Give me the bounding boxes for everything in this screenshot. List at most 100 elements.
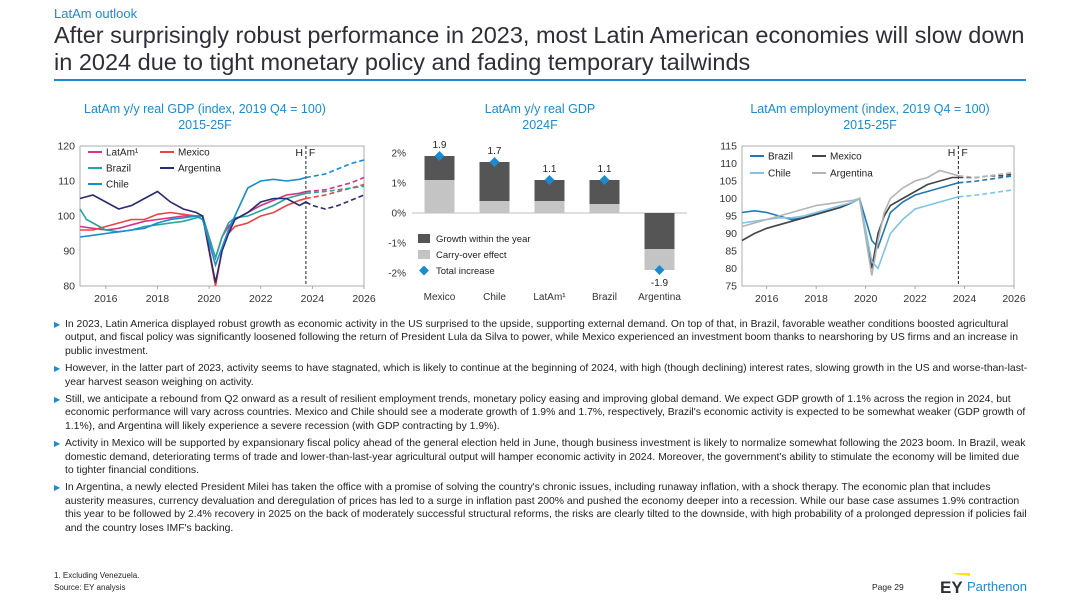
legend-label: Chile — [768, 169, 791, 180]
carry-over-bar — [534, 201, 565, 213]
y-tick-label: 1% — [392, 179, 407, 190]
ey-beam-icon — [952, 570, 970, 576]
carry-over-bar — [424, 180, 455, 213]
legend-label: Chile — [106, 180, 129, 191]
legend-swatch — [419, 265, 429, 276]
plot-frame — [741, 145, 1015, 287]
category-label: Mexico — [424, 292, 456, 303]
y-tick-label: -2% — [388, 269, 406, 280]
legend-label: Total increase — [436, 266, 495, 277]
x-tick-label: 2016 — [755, 293, 779, 305]
gdp-2024-bar-chart: -2% -1% 0% 1% 2% 1.9 Mexico 1.7 Chile 1.1 LatAm¹ 1.… — [388, 140, 687, 303]
chart1-title: LatAm y/y real GDP (index, 2019 Q4 = 100… — [84, 102, 326, 116]
legend-label: Argentina — [178, 164, 221, 175]
bullet-text: Activity in Mexico will be supported by … — [65, 438, 1026, 477]
series-line — [79, 176, 307, 268]
x-tick-label: 2020 — [197, 293, 221, 305]
y-tick-label: 115 — [720, 141, 737, 153]
total-increase-marker — [599, 175, 610, 185]
series-forecast-line — [305, 159, 365, 179]
bullet-item: ▶ Activity in Mexico will be supported by… — [54, 437, 1029, 477]
y-tick-label: 95 — [725, 211, 737, 223]
series-line — [741, 169, 959, 276]
x-tick-label: 2024 — [301, 293, 325, 305]
category-label: LatAm¹ — [533, 292, 566, 303]
bullet-item: ▶ Still, we anticipate a rebound from Q2 … — [54, 393, 1029, 433]
bullet-arrow-icon: ▶ — [54, 320, 61, 329]
series-line — [741, 182, 959, 250]
y-tick-label: 100 — [57, 211, 75, 223]
y-tick-label: 2% — [392, 149, 407, 160]
bullet-text: In Argentina, a newly elected President … — [65, 482, 1027, 534]
x-tick-label: 2018 — [146, 293, 170, 305]
data-label: 1.1 — [598, 164, 612, 175]
source-note: Source: EY analysis — [54, 583, 126, 592]
growth-bar — [534, 180, 565, 201]
chart1-subtitle: 2015-25F — [178, 118, 232, 132]
growth-bar — [644, 213, 675, 249]
bullet-arrow-icon: ▶ — [54, 364, 61, 374]
logo-brand: Parthenon — [967, 579, 1027, 594]
legend-label: Growth within the year — [436, 234, 531, 245]
series-forecast-line — [305, 194, 365, 210]
series-forecast-line — [958, 189, 1015, 198]
x-tick-label: 2024 — [953, 293, 977, 305]
bullet-text: However, in the latter part of 2023, act… — [65, 363, 1028, 388]
chart2-subtitle: 2024F — [522, 118, 558, 132]
bullet-item: ▶ In Argentina, a newly elected President… — [54, 481, 1029, 535]
data-label: -1.9 — [651, 278, 669, 289]
x-tick-label: 2016 — [94, 293, 118, 305]
y-tick-label: 110 — [58, 176, 75, 188]
forecast-marker-label: F — [961, 147, 967, 159]
y-tick-label: 110 — [720, 158, 737, 170]
logo-ey: EY — [940, 578, 963, 595]
legend-swatch — [418, 234, 430, 243]
bullet-item: ▶ However, in the latter part of 2023, ac… — [54, 362, 1029, 389]
legend-swatch — [418, 250, 430, 259]
footnote: 1. Excluding Venezuela. — [54, 571, 140, 580]
x-tick-label: 2020 — [854, 293, 878, 305]
legend-label: Carry-over effect — [436, 250, 507, 261]
total-increase-marker — [654, 265, 665, 275]
y-tick-label: 0% — [392, 209, 407, 220]
legend-label: Mexico — [830, 152, 862, 163]
bullet-arrow-icon: ▶ — [54, 439, 61, 449]
forecast-marker-label: F — [309, 147, 315, 159]
x-tick-label: 2026 — [352, 293, 376, 305]
bullet-arrow-icon: ▶ — [54, 483, 61, 493]
history-marker-label: H — [295, 147, 303, 159]
page-number: Page 29 — [872, 582, 904, 592]
y-tick-label: 90 — [63, 246, 75, 258]
legend-label: Brazil — [106, 164, 131, 175]
series-forecast-line — [305, 185, 365, 195]
series-forecast-line — [958, 171, 1015, 179]
legend-label: Brazil — [768, 152, 793, 163]
plot-frame — [79, 145, 365, 287]
data-label: 1.9 — [433, 140, 447, 151]
ey-parthenon-logo: EY Parthenon — [940, 570, 1030, 600]
carry-over-bar — [589, 204, 620, 213]
section-label: LatAm outlook — [54, 6, 138, 21]
gdp-index-chart: 80 90 100 110 120 2016 2018 2020 2022 2024 2026 H F L… — [57, 141, 376, 306]
x-tick-label: 2018 — [805, 293, 829, 305]
commentary-bullets: ▶ In 2023, Latin America displayed robust… — [54, 318, 1029, 539]
legend-label: Argentina — [830, 169, 873, 180]
carry-over-bar — [479, 201, 510, 213]
data-label: 1.1 — [543, 164, 557, 175]
carry-over-bar — [644, 249, 675, 270]
bullet-arrow-icon: ▶ — [54, 395, 61, 405]
y-tick-label: -1% — [388, 239, 406, 250]
growth-bar — [479, 162, 510, 201]
bullet-text: In 2023, Latin America displayed robust … — [65, 319, 1018, 357]
category-label: Argentina — [638, 292, 681, 303]
bullet-item: ▶ In 2023, Latin America displayed robust… — [54, 318, 1029, 358]
chart2-title: LatAm y/y real GDP — [484, 102, 596, 116]
x-tick-label: 2022 — [249, 293, 273, 305]
legend-label: LatAm¹ — [106, 148, 139, 159]
total-increase-marker — [544, 175, 555, 185]
page-title: After surprisingly robust performance in… — [54, 22, 1025, 75]
data-label: 1.7 — [488, 146, 502, 157]
y-tick-label: 75 — [725, 281, 737, 293]
y-tick-label: 100 — [719, 193, 737, 205]
bullet-text: Still, we anticipate a rebound from Q2 o… — [65, 394, 1026, 432]
